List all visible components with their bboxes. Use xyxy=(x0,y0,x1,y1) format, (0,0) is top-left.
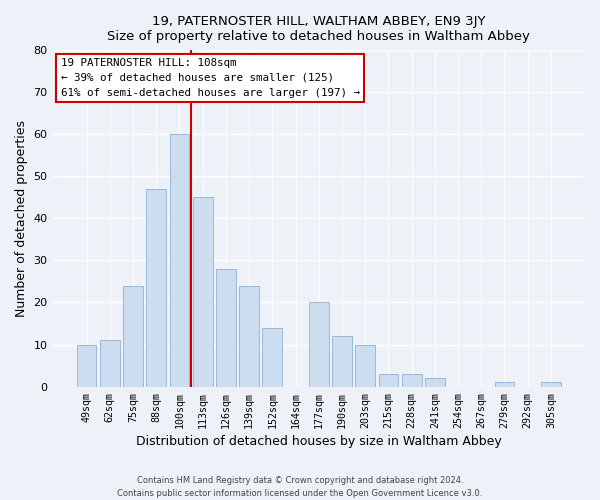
Bar xyxy=(77,344,97,387)
Bar xyxy=(494,382,514,386)
Bar xyxy=(100,340,119,386)
Bar xyxy=(425,378,445,386)
Bar xyxy=(170,134,190,386)
Bar xyxy=(123,286,143,386)
Text: Contains HM Land Registry data © Crown copyright and database right 2024.
Contai: Contains HM Land Registry data © Crown c… xyxy=(118,476,482,498)
Y-axis label: Number of detached properties: Number of detached properties xyxy=(15,120,28,316)
Bar xyxy=(355,344,375,387)
Bar xyxy=(332,336,352,386)
Bar xyxy=(216,269,236,386)
Bar xyxy=(239,286,259,386)
Bar xyxy=(309,302,329,386)
Bar xyxy=(541,382,561,386)
Bar xyxy=(262,328,282,386)
Bar xyxy=(193,197,212,386)
Title: 19, PATERNOSTER HILL, WALTHAM ABBEY, EN9 3JY
Size of property relative to detach: 19, PATERNOSTER HILL, WALTHAM ABBEY, EN9… xyxy=(107,15,530,43)
X-axis label: Distribution of detached houses by size in Waltham Abbey: Distribution of detached houses by size … xyxy=(136,434,502,448)
Bar xyxy=(379,374,398,386)
Bar xyxy=(402,374,422,386)
Text: 19 PATERNOSTER HILL: 108sqm
← 39% of detached houses are smaller (125)
61% of se: 19 PATERNOSTER HILL: 108sqm ← 39% of det… xyxy=(61,58,359,98)
Bar xyxy=(146,188,166,386)
